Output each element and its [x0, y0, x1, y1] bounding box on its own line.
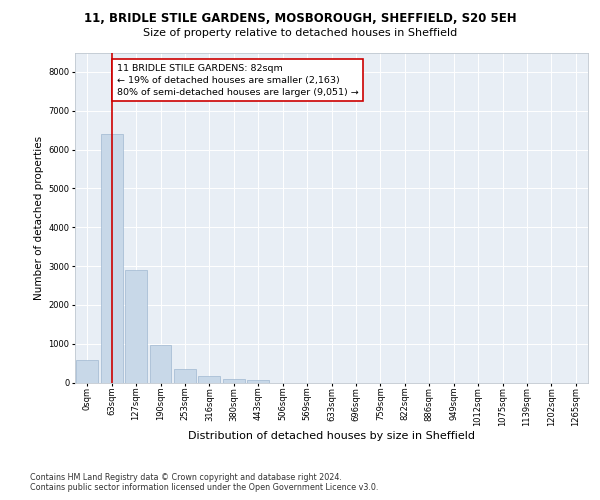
Bar	[247, 380, 269, 382]
Bar	[149, 345, 172, 383]
Bar	[101, 134, 122, 382]
Y-axis label: Number of detached properties: Number of detached properties	[34, 136, 44, 300]
Bar	[223, 379, 245, 382]
Text: 11 BRIDLE STILE GARDENS: 82sqm
← 19% of detached houses are smaller (2,163)
80% : 11 BRIDLE STILE GARDENS: 82sqm ← 19% of …	[116, 64, 358, 96]
Text: 11, BRIDLE STILE GARDENS, MOSBOROUGH, SHEFFIELD, S20 5EH: 11, BRIDLE STILE GARDENS, MOSBOROUGH, SH…	[83, 12, 517, 26]
Bar	[125, 270, 147, 382]
Text: Size of property relative to detached houses in Sheffield: Size of property relative to detached ho…	[143, 28, 457, 38]
Bar	[199, 376, 220, 382]
Bar	[76, 360, 98, 382]
X-axis label: Distribution of detached houses by size in Sheffield: Distribution of detached houses by size …	[188, 431, 475, 441]
Bar	[174, 368, 196, 382]
Text: Contains HM Land Registry data © Crown copyright and database right 2024.
Contai: Contains HM Land Registry data © Crown c…	[30, 472, 379, 492]
